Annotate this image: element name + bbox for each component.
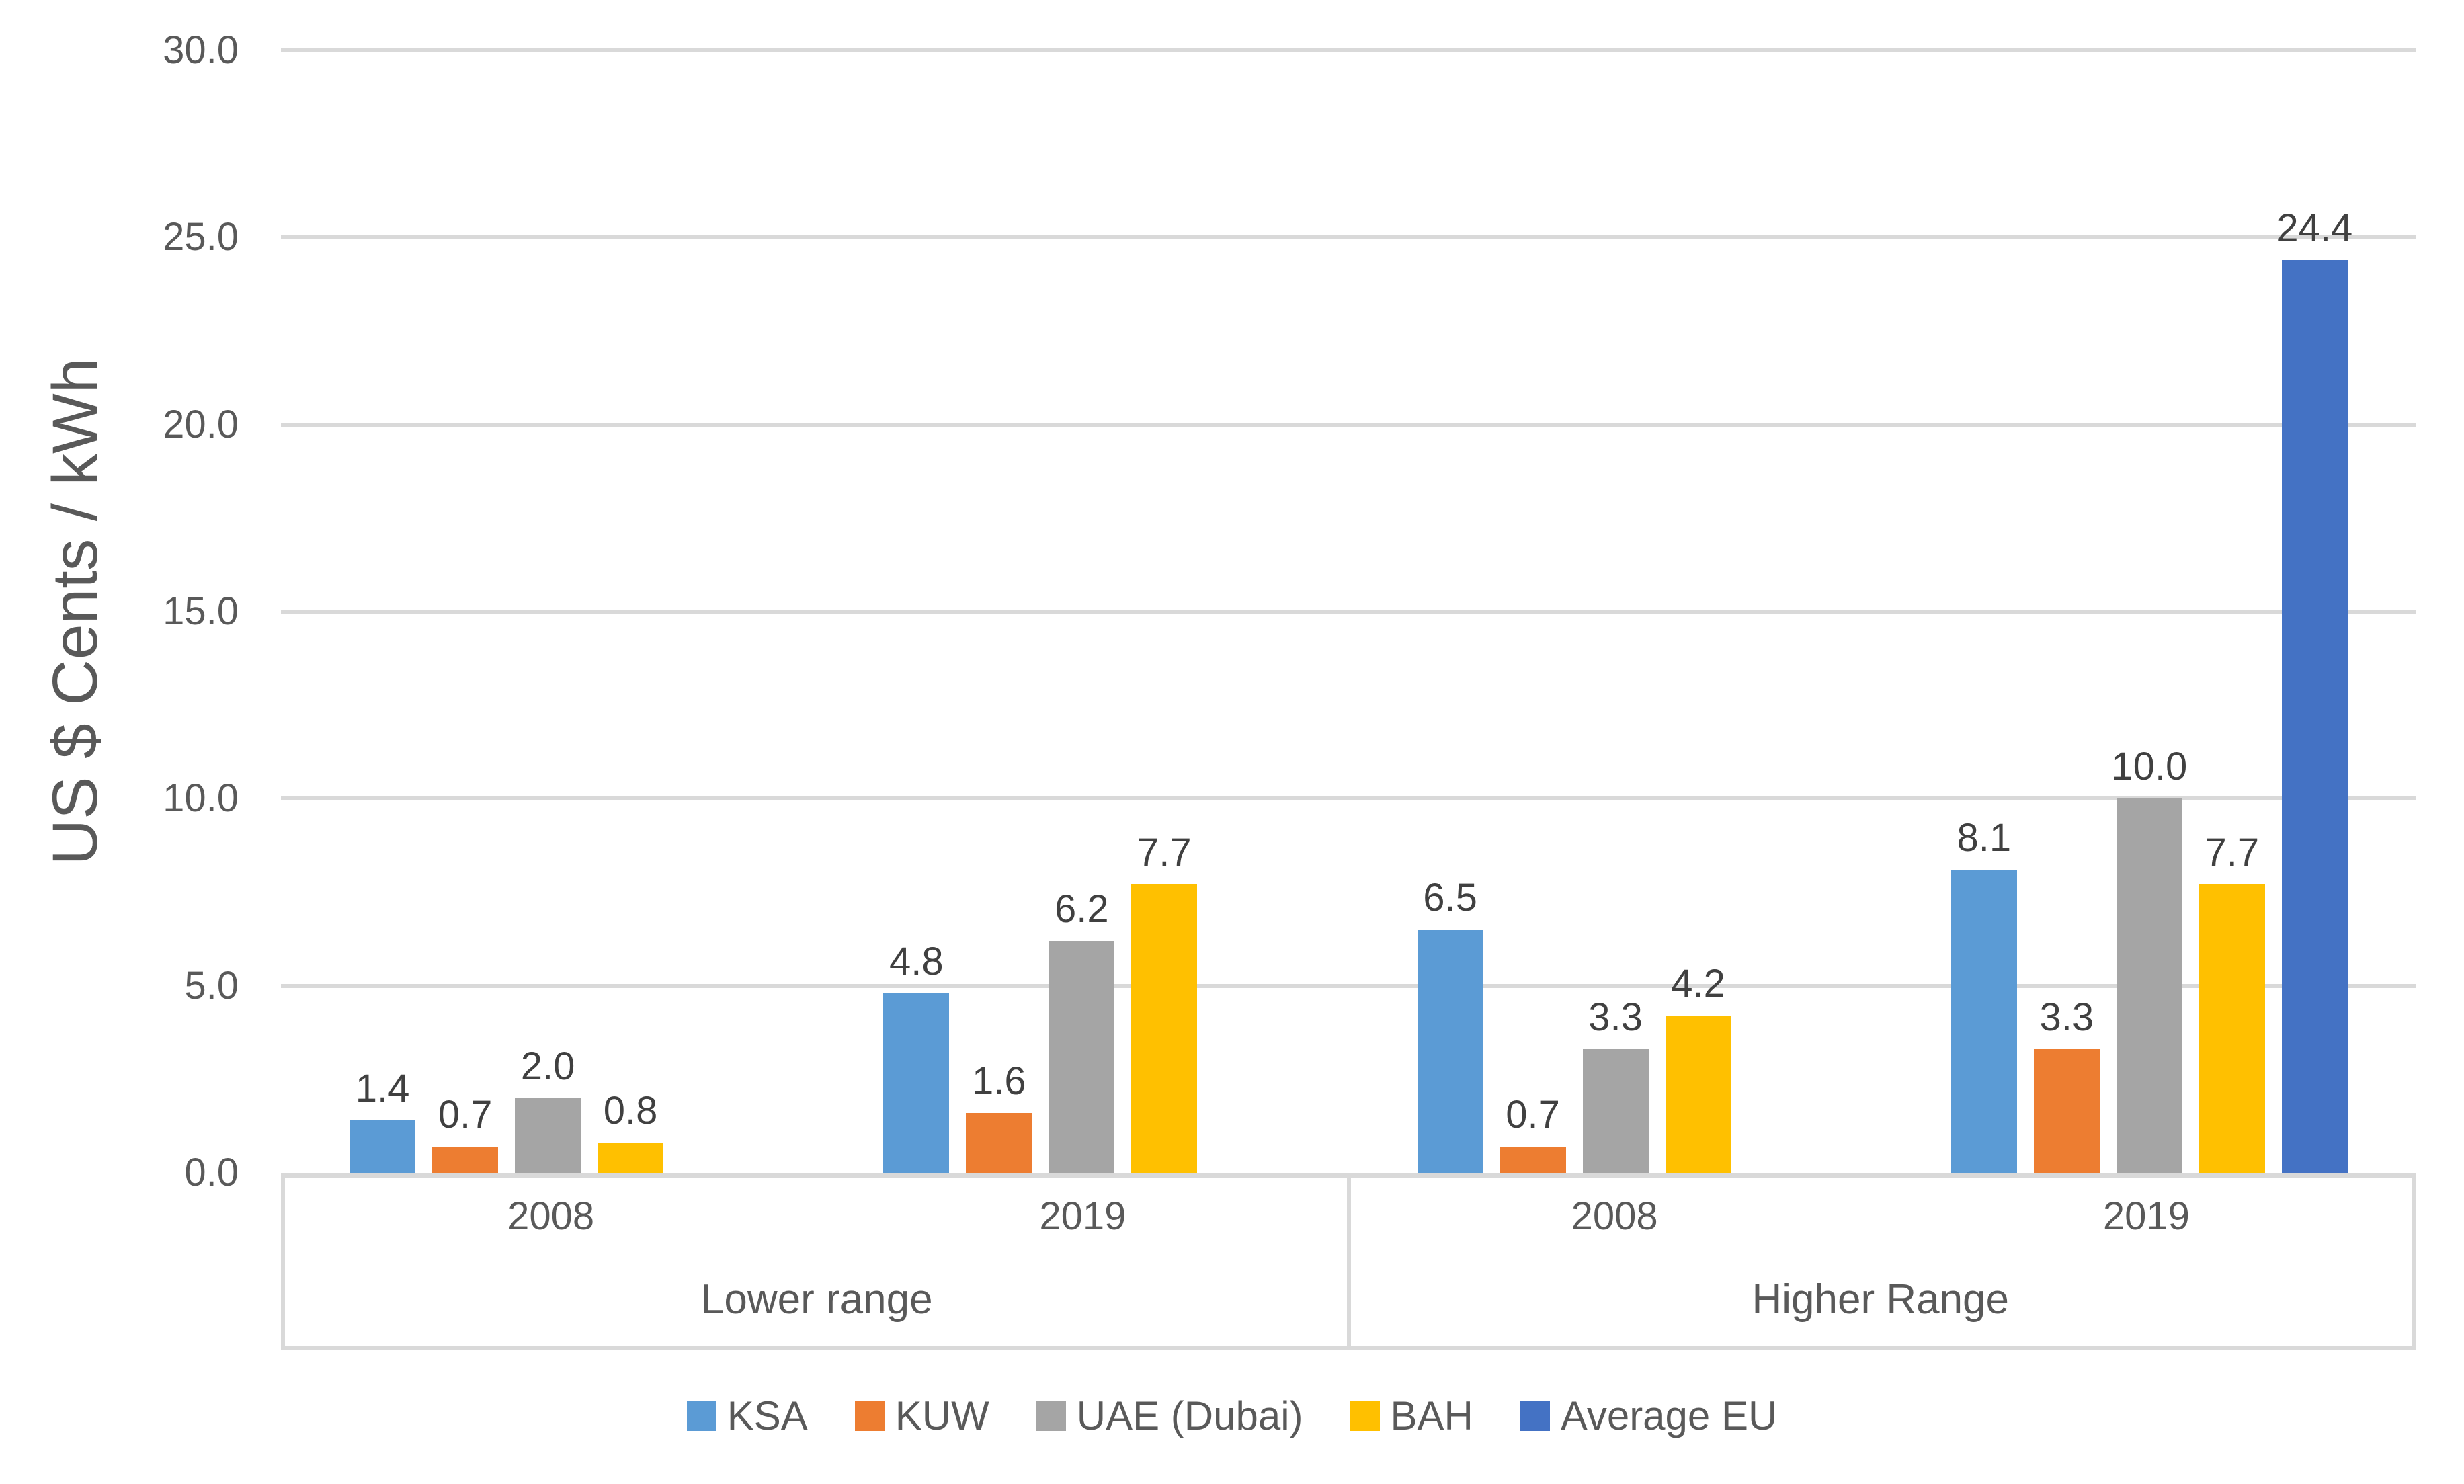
legend-label: KUW	[895, 1393, 989, 1438]
bar-slot: 6.5	[1417, 876, 1483, 1173]
bar-value-label: 0.8	[603, 1089, 658, 1133]
legend-item: UAE (Dubai)	[1036, 1393, 1303, 1439]
bar-ksa	[1417, 930, 1483, 1173]
bar-uae-dubai-	[1582, 1049, 1649, 1173]
bar-slot: 6.2	[1049, 887, 1115, 1173]
gridline	[281, 983, 2416, 988]
y-tick-label: 30.0	[163, 28, 239, 72]
legend-item: Average EU	[1520, 1393, 1777, 1439]
legend-swatch-icon	[1520, 1401, 1550, 1431]
bar-value-label: 3.3	[2039, 995, 2094, 1040]
legend-swatch-icon	[854, 1401, 885, 1431]
bar-slot: 0.7	[1500, 1093, 1566, 1173]
year-label: 2019	[1039, 1194, 1126, 1238]
bar-ksa	[350, 1120, 416, 1173]
legend: KSA KUW UAE (Dubai) BAH Average EU	[0, 1393, 2464, 1439]
bar-slot: 0.8	[598, 1089, 664, 1173]
bar-bah	[598, 1143, 664, 1173]
bar-slot: 3.3	[1582, 995, 1649, 1173]
bar-uae-dubai-	[2116, 798, 2182, 1173]
bar-kuw	[1500, 1147, 1566, 1173]
bar-value-label: 0.7	[438, 1093, 493, 1137]
bar-slot: 4.8	[883, 940, 950, 1173]
bar-uae-dubai-	[515, 1098, 581, 1173]
y-tick-label: 20.0	[163, 402, 239, 446]
bar-slot: 8.1	[1950, 816, 2017, 1173]
bar-slot: 24.4	[2276, 206, 2352, 1173]
bar-bah	[2199, 884, 2265, 1173]
legend-label: BAH	[1390, 1393, 1473, 1438]
bar-value-label: 3.3	[1588, 995, 1643, 1040]
bar-kuw	[2033, 1049, 2100, 1173]
bar-value-label: 4.8	[889, 939, 944, 983]
bar-slot: 3.3	[2033, 995, 2100, 1173]
bar-value-label: 6.2	[1055, 887, 1109, 931]
bars-layer: 1.4 0.7 2.0 0.8 4.8 1.6 6.2 7.7 6.5 0.7 3.3 4.2 8.1 3…	[281, 50, 2416, 1173]
bar-value-label: 1.4	[355, 1067, 410, 1111]
bar-slot: 10.0	[2111, 745, 2187, 1173]
bar-value-label: 1.6	[972, 1059, 1026, 1103]
bar-slot: 1.6	[966, 1059, 1032, 1173]
bars-group: 4.8 1.6 6.2 7.7	[815, 50, 1348, 1173]
bar-value-label: 7.7	[1137, 831, 1192, 875]
bar-slot: 4.2	[1665, 962, 1731, 1173]
year-label: 2008	[1571, 1194, 1658, 1238]
y-tick-label: 10.0	[163, 776, 239, 821]
legend-swatch-icon	[1036, 1401, 1066, 1431]
bar-kuw	[966, 1112, 1032, 1173]
category-divider	[1346, 1178, 1351, 1346]
bar-average-eu	[2281, 259, 2348, 1173]
legend-item: KSA	[686, 1393, 808, 1439]
gridline	[281, 235, 2416, 240]
bar-value-label: 24.4	[2276, 206, 2353, 250]
bar-slot: 0.7	[432, 1093, 499, 1173]
bar-value-label: 6.5	[1423, 876, 1477, 920]
bar-slot: 7.7	[1131, 831, 1198, 1173]
bar-kuw	[432, 1147, 499, 1173]
y-tick-label: 15.0	[163, 589, 239, 633]
bar-value-label: 10.0	[2111, 745, 2188, 789]
bar-value-label: 2.0	[520, 1044, 575, 1088]
bar-slot: 1.4	[350, 1067, 416, 1173]
bar-bah	[1665, 1016, 1731, 1173]
bar-ksa	[1950, 870, 2017, 1173]
range-label: Higher Range	[1752, 1276, 2010, 1323]
legend-swatch-icon	[1350, 1401, 1380, 1431]
year-label: 2008	[507, 1194, 595, 1238]
bars-group: 6.5 0.7 3.3 4.2	[1349, 50, 1883, 1173]
gridline	[281, 422, 2416, 427]
legend-label: Average EU	[1560, 1393, 1778, 1438]
bar-value-label: 7.7	[2205, 831, 2260, 875]
bar-value-label: 0.7	[1506, 1093, 1560, 1137]
y-tick-label: 0.0	[184, 1151, 239, 1194]
legend-item: KUW	[854, 1393, 989, 1439]
gridline	[281, 796, 2416, 801]
legend-label: UAE (Dubai)	[1076, 1393, 1303, 1438]
bar-uae-dubai-	[1049, 940, 1115, 1173]
y-tick-label: 25.0	[163, 215, 239, 259]
plot-area: 1.4 0.7 2.0 0.8 4.8 1.6 6.2 7.7 6.5 0.7 3.3 4.2 8.1 3…	[281, 48, 2416, 1173]
bar-value-label: 8.1	[1957, 816, 2012, 860]
gridline	[281, 610, 2416, 614]
y-tick-label: 5.0	[184, 963, 239, 1007]
bars-group: 8.1 3.3 10.0 7.7 24.4	[1883, 50, 2416, 1173]
bar-bah	[1131, 884, 1198, 1173]
bars-group: 1.4 0.7 2.0 0.8	[281, 50, 815, 1173]
range-label: Lower range	[700, 1276, 933, 1323]
bar-slot: 7.7	[2199, 831, 2265, 1173]
category-axis-box: 2008 2019 2008 2019 Lower range Higher Range	[281, 1173, 2416, 1350]
legend-label: KSA	[727, 1393, 808, 1438]
category-year-row: 2008 2019 2008 2019	[285, 1178, 2412, 1253]
bar-value-label: 4.2	[1671, 962, 1725, 1006]
category-range-row: Lower range Higher Range	[285, 1253, 2412, 1346]
legend-item: BAH	[1350, 1393, 1473, 1439]
bar-ksa	[883, 993, 950, 1173]
bar-slot: 2.0	[515, 1044, 581, 1173]
year-label: 2019	[2102, 1194, 2190, 1238]
legend-swatch-icon	[686, 1401, 716, 1431]
gridline	[281, 48, 2416, 52]
